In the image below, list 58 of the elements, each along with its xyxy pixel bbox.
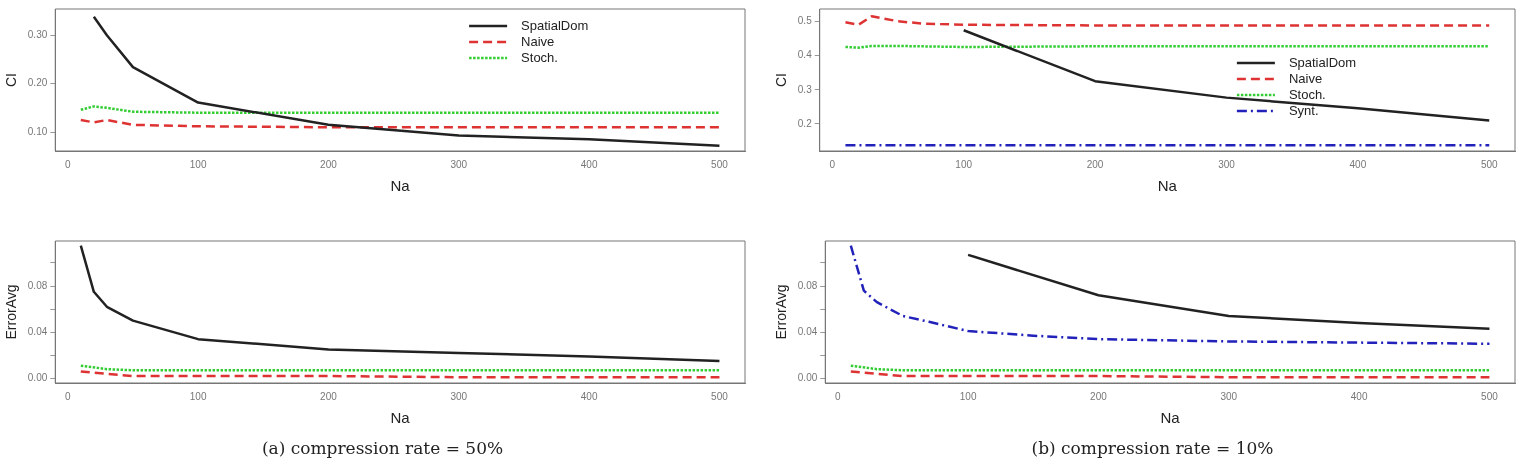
line-series: [849, 244, 1491, 345]
y-tick-label: 0.30: [27, 28, 48, 40]
y-tick-label: 0.5: [797, 15, 813, 27]
legend-label: SpatialDom: [1288, 54, 1357, 70]
x-tick-label: 0: [64, 390, 71, 402]
legend-label: Synt.: [1288, 102, 1319, 118]
x-tick-label: 300: [1220, 390, 1238, 402]
text: (a) compression rate = 50%: [260, 438, 505, 458]
y-axis-title: ErrorAvg: [3, 284, 20, 340]
x-tick-label: 500: [1481, 390, 1499, 402]
x-tick-label: 400: [580, 390, 598, 402]
line-series: [79, 118, 721, 129]
x-tick-label: 200: [1086, 158, 1104, 170]
y-axis-title: CI: [773, 73, 790, 87]
x-tick-label: 500: [711, 158, 729, 170]
legend-label: Naive: [521, 33, 555, 49]
y-tick-label: 0.3: [797, 83, 813, 95]
line-series: [79, 105, 721, 114]
y-axis-title: CI: [3, 73, 20, 87]
y-tick-label: 0.20: [27, 77, 48, 89]
x-tick-label: 0: [834, 390, 841, 402]
y-tick-label: 0.08: [797, 279, 818, 291]
x-axis-title: Na: [390, 177, 411, 195]
x-tick-label: 400: [1350, 390, 1368, 402]
x-axis-title: Na: [1160, 409, 1181, 427]
x-tick-label: 300: [450, 158, 468, 170]
x-tick-label: 100: [959, 390, 977, 402]
x-tick-label: 0: [829, 158, 836, 170]
legend-label: Stoch.: [521, 49, 558, 65]
x-tick-label: 400: [1349, 158, 1367, 170]
x-tick-label: 200: [320, 390, 338, 402]
y-tick-label: 0.4: [797, 49, 813, 61]
x-tick-label: 400: [580, 158, 598, 170]
x-tick-label: 200: [1090, 390, 1108, 402]
y-axis-title: ErrorAvg: [773, 284, 790, 340]
y-tick-label: 0.08: [27, 279, 48, 291]
y-tick-label: 0.00: [27, 372, 48, 384]
x-tick-label: 100: [955, 158, 973, 170]
x-tick-label: 300: [1218, 158, 1236, 170]
text: (b) compression rate = 10%: [1030, 438, 1275, 458]
x-tick-label: 100: [189, 158, 207, 170]
y-tick-label: 0.2: [797, 117, 813, 129]
legend-label: SpatialDom: [521, 17, 589, 33]
x-axis-title: Na: [390, 409, 411, 427]
x-tick-label: 100: [189, 390, 207, 402]
line-series: [844, 14, 1491, 27]
x-tick-label: 200: [320, 158, 338, 170]
legend-label: Stoch.: [1288, 86, 1326, 102]
y-tick-label: 0.00: [797, 372, 818, 384]
y-tick-label: 0.10: [27, 125, 48, 137]
x-tick-label: 500: [711, 390, 729, 402]
x-tick-label: 300: [450, 390, 468, 402]
y-tick-label: 0.04: [797, 325, 818, 337]
y-tick-label: 0.04: [27, 325, 48, 337]
x-tick-label: 500: [1480, 158, 1499, 170]
x-tick-label: 0: [64, 158, 71, 170]
legend-label: Naive: [1288, 70, 1323, 86]
x-axis-title: Na: [1157, 177, 1178, 195]
